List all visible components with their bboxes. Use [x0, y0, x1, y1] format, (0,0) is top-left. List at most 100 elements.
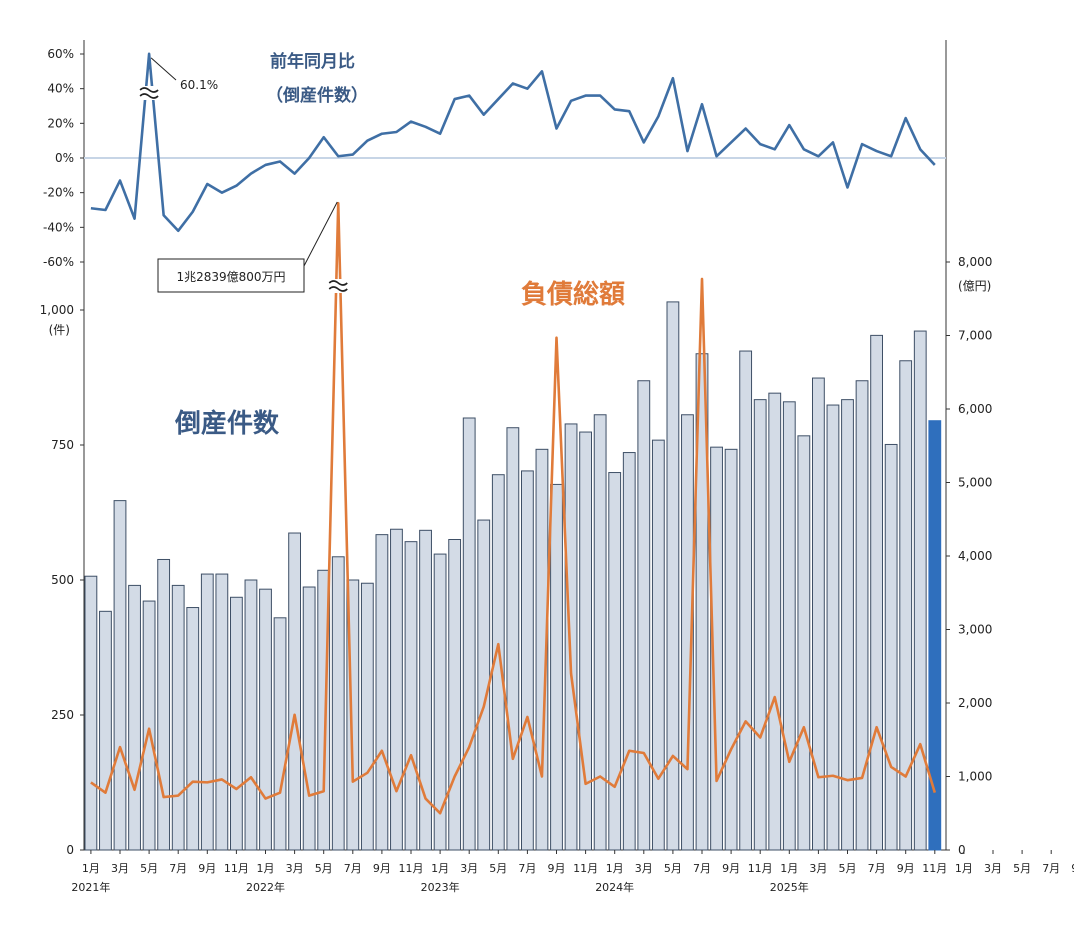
debt-break-mark	[328, 286, 348, 292]
debt-tick-label: 2,000	[958, 696, 992, 710]
count-bar	[826, 404, 840, 851]
count-tick-label: 750	[51, 438, 74, 452]
yoy-tick-label: -20%	[43, 186, 74, 200]
count-bar	[928, 420, 942, 851]
yoy-tick-label: 0%	[55, 151, 74, 165]
yoy-tick-label: -60%	[43, 255, 74, 269]
count-bar	[608, 472, 622, 851]
count-tick-label: 0	[66, 843, 74, 857]
x-month-label: 3月	[635, 862, 653, 875]
x-month-label: 3月	[809, 862, 827, 875]
x-month-label: 5月	[664, 862, 682, 875]
debt-tick-label: 1,000	[958, 770, 992, 784]
yoy-title-line2: （倒産件数）	[266, 85, 368, 106]
debt-tick-label: 0	[958, 843, 966, 857]
x-month-label: 9月	[198, 862, 216, 875]
count-bar	[812, 377, 825, 851]
yoy-title-line1: 前年同月比	[270, 51, 355, 72]
x-month-label: 3月	[111, 862, 129, 875]
count-bar	[157, 558, 171, 851]
count-bar	[99, 610, 112, 851]
x-month-label: 11月	[399, 862, 424, 875]
count-bar	[113, 500, 127, 851]
count-bar	[360, 582, 374, 851]
count-bar	[637, 380, 651, 851]
count-bar	[186, 607, 200, 851]
count-bar	[884, 443, 898, 851]
count-bar	[564, 423, 578, 851]
count-bar	[331, 556, 345, 851]
debt-tick-label: 8,000	[958, 255, 992, 269]
count-bar	[404, 541, 418, 851]
yoy-tick-label: 60%	[47, 47, 74, 61]
count-bar	[375, 534, 389, 851]
count-bar	[506, 427, 520, 851]
count-bar	[681, 414, 694, 851]
count-tick-label: 500	[51, 573, 74, 587]
yoy-break-mark	[139, 93, 159, 99]
count-bar	[913, 330, 927, 851]
x-month-label: 7月	[344, 862, 362, 875]
x-month-label: 5月	[839, 862, 857, 875]
x-month-label: 1月	[780, 862, 798, 875]
count-bar	[593, 414, 607, 851]
count-bar	[128, 584, 141, 851]
count-bar	[753, 399, 767, 851]
count-bar	[797, 435, 811, 851]
count-bar	[535, 448, 549, 851]
x-month-label: 5月	[315, 862, 333, 875]
yoy-tick-label: 20%	[47, 116, 74, 130]
count-bar	[550, 483, 563, 851]
x-month-label: 3月	[460, 862, 478, 875]
count-bar	[259, 588, 272, 851]
x-month-label: 9月	[897, 862, 915, 875]
count-bar	[739, 350, 753, 851]
count-bar	[870, 334, 884, 851]
yoy-break-mark	[139, 87, 159, 93]
x-year-label: 2021年	[71, 880, 110, 894]
count-bar	[651, 439, 665, 851]
x-year-label: 2022年	[246, 880, 285, 894]
count-tick-label: 250	[51, 708, 74, 722]
debt-peak-annotation: 1兆2839億800万円	[176, 270, 285, 284]
count-bar	[419, 529, 432, 851]
x-month-label: 9月	[548, 862, 566, 875]
count-bar	[200, 573, 214, 851]
yoy-peak-leader	[150, 57, 177, 81]
x-month-label: 1月	[257, 862, 275, 875]
yoy-tick-label: 40%	[47, 82, 74, 96]
count-bar	[448, 539, 462, 851]
count-bar	[288, 532, 302, 851]
x-month-label: 1月	[606, 862, 624, 875]
x-month-label: 7月	[518, 862, 536, 875]
debt-peak-box	[157, 258, 305, 293]
x-month-label: 1月	[955, 862, 973, 875]
count-bar	[855, 380, 869, 851]
x-month-label: 11月	[922, 862, 947, 875]
count-bar	[302, 586, 316, 851]
count-bar	[215, 573, 229, 851]
count-bar	[710, 446, 723, 851]
x-month-label: 9月	[722, 862, 740, 875]
count-bar	[724, 448, 738, 851]
count-bar	[768, 392, 782, 851]
debt-series-label: 負債総額	[521, 279, 625, 310]
x-month-label: 5月	[489, 862, 507, 875]
count-bar	[782, 401, 796, 851]
count-bar	[273, 617, 287, 851]
count-bar	[622, 452, 636, 851]
count-bar	[84, 575, 98, 851]
count-bar	[244, 579, 258, 851]
x-month-label: 11月	[224, 862, 249, 875]
count-bar	[666, 301, 680, 851]
yoy-break-mark-bg	[138, 86, 161, 100]
x-month-label: 11月	[573, 862, 598, 875]
x-month-label: 1月	[431, 862, 449, 875]
yoy-series-line	[90, 52, 936, 233]
x-month-label: 11月	[748, 862, 773, 875]
debt-tick-label: 6,000	[958, 402, 992, 416]
x-month-label: 7月	[868, 862, 886, 875]
x-month-label: 3月	[984, 862, 1002, 875]
x-year-label: 2024年	[595, 880, 634, 894]
